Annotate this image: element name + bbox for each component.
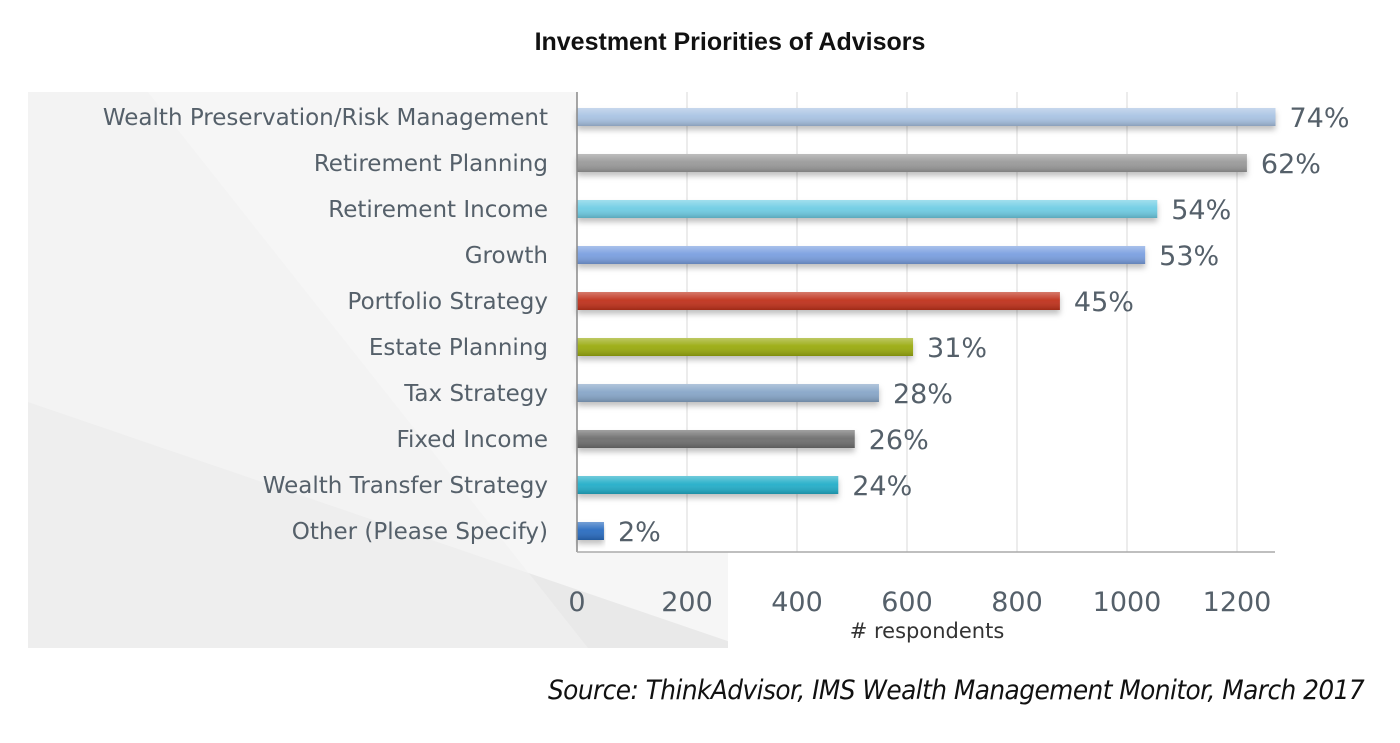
data-label: 2% <box>618 517 661 548</box>
bar-shine <box>577 476 839 494</box>
source-caption: Source: ThinkAdvisor, IMS Wealth Managem… <box>547 675 1365 706</box>
category-label: Portfolio Strategy <box>348 289 548 315</box>
bar-group <box>577 154 1247 172</box>
category-label: Estate Planning <box>369 335 548 361</box>
bar-shine <box>577 338 914 356</box>
bar-group <box>577 246 1146 264</box>
bar-shine <box>577 522 604 540</box>
category-label: Retirement Income <box>328 197 548 223</box>
data-label: 28% <box>893 379 953 410</box>
bar-shine <box>577 246 1146 264</box>
category-label: Other (Please Specify) <box>292 519 548 545</box>
x-tick-label: 400 <box>771 587 823 618</box>
bar-group <box>577 430 855 448</box>
bar-group <box>577 108 1276 126</box>
category-label: Growth <box>465 243 548 269</box>
data-label: 26% <box>869 425 929 456</box>
bar-shine <box>577 292 1060 310</box>
category-label: Fixed Income <box>396 427 548 453</box>
x-tick-label: 1200 <box>1203 587 1272 618</box>
bar-shine <box>577 200 1158 218</box>
x-tick-label: 200 <box>661 587 713 618</box>
data-label: 53% <box>1159 241 1219 272</box>
bar-group <box>577 384 879 402</box>
data-label: 24% <box>852 471 912 502</box>
bar-shine <box>577 430 855 448</box>
bar-group <box>577 292 1060 310</box>
bar-shine <box>577 108 1276 126</box>
x-tick-label: 0 <box>568 587 585 618</box>
x-axis-label: # respondents <box>850 619 1005 643</box>
category-label: Wealth Transfer Strategy <box>263 473 548 499</box>
bar-shine <box>577 154 1247 172</box>
category-label: Tax Strategy <box>403 381 548 407</box>
category-label: Wealth Preservation/Risk Management <box>103 105 548 131</box>
x-tick-label: 1000 <box>1093 587 1162 618</box>
data-label: 45% <box>1074 287 1134 318</box>
data-label: 74% <box>1290 103 1350 134</box>
bar-group <box>577 522 604 540</box>
category-label: Retirement Planning <box>314 151 548 177</box>
data-label: 31% <box>927 333 987 364</box>
bar-group <box>577 476 839 494</box>
bar-group <box>577 200 1158 218</box>
x-tick-label: 800 <box>991 587 1043 618</box>
data-label: 54% <box>1171 195 1231 226</box>
x-tick-label: 600 <box>881 587 933 618</box>
data-label: 62% <box>1261 149 1321 180</box>
chart-title: Investment Priorities of Advisors <box>534 28 926 56</box>
bar-shine <box>577 384 879 402</box>
bar-group <box>577 338 914 356</box>
